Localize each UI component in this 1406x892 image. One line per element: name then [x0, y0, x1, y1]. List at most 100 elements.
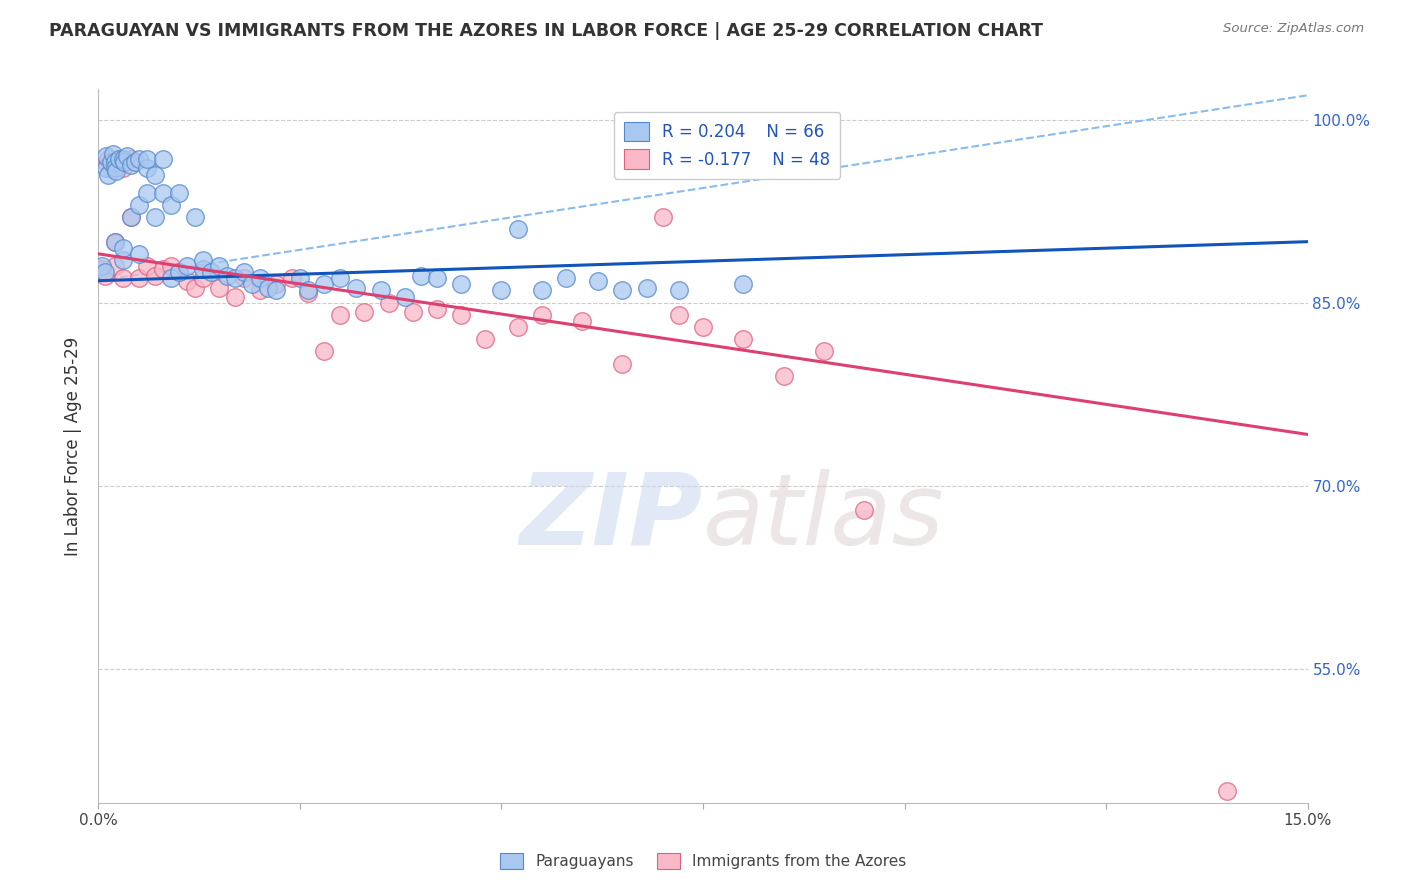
Point: [103, 235, 125, 249]
Point: [249, 271, 271, 285]
Point: [232, 265, 254, 279]
Point: [571, 314, 593, 328]
Point: [733, 277, 755, 292]
Point: [120, 211, 142, 225]
Point: [612, 284, 634, 298]
Point: [128, 247, 150, 261]
Point: [426, 271, 449, 285]
Point: [120, 211, 142, 225]
Point: [120, 152, 142, 166]
Point: [107, 152, 129, 166]
Point: [103, 235, 125, 249]
Point: [94, 268, 117, 283]
Point: [450, 308, 472, 322]
Point: [224, 271, 246, 285]
Point: [474, 332, 496, 346]
Point: [160, 259, 183, 273]
Point: [636, 281, 658, 295]
Text: PARAGUAYAN VS IMMIGRANTS FROM THE AZORES IN LABOR FORCE | AGE 25-29 CORRELATION : PARAGUAYAN VS IMMIGRANTS FROM THE AZORES…: [49, 22, 1043, 40]
Point: [264, 284, 287, 298]
Text: atlas: atlas: [703, 469, 945, 566]
Point: [506, 222, 529, 236]
Point: [105, 164, 128, 178]
Point: [314, 277, 336, 292]
Text: Source: ZipAtlas.com: Source: ZipAtlas.com: [1223, 22, 1364, 36]
Point: [111, 271, 134, 285]
Point: [96, 161, 118, 176]
Point: [208, 281, 231, 295]
Point: [377, 295, 399, 310]
Point: [94, 265, 117, 279]
Point: [107, 152, 129, 166]
Point: [200, 265, 222, 279]
Point: [101, 146, 124, 161]
Point: [96, 155, 118, 169]
Point: [124, 155, 146, 169]
Point: [97, 168, 120, 182]
Point: [91, 261, 114, 276]
Point: [103, 161, 125, 176]
Point: [256, 281, 278, 295]
Point: [450, 277, 472, 292]
Point: [184, 281, 207, 295]
Point: [135, 161, 157, 176]
Point: [115, 149, 138, 163]
Point: [651, 211, 673, 225]
Point: [217, 268, 239, 283]
Point: [530, 284, 553, 298]
Point: [506, 320, 529, 334]
Point: [143, 168, 166, 182]
Point: [160, 271, 183, 285]
Point: [193, 261, 215, 276]
Point: [394, 289, 416, 303]
Point: [409, 268, 432, 283]
Point: [612, 357, 634, 371]
Point: [555, 271, 578, 285]
Point: [167, 265, 190, 279]
Point: [111, 152, 134, 166]
Point: [772, 368, 794, 383]
Point: [176, 259, 198, 273]
Legend: R = 0.204    N = 66, R = -0.177    N = 48: R = 0.204 N = 66, R = -0.177 N = 48: [614, 112, 841, 178]
Point: [668, 284, 690, 298]
Point: [91, 259, 114, 273]
Point: [249, 284, 271, 298]
Point: [143, 211, 166, 225]
Point: [530, 308, 553, 322]
Point: [329, 271, 352, 285]
Point: [143, 268, 166, 283]
Point: [224, 289, 246, 303]
Point: [152, 261, 174, 276]
Point: [103, 259, 125, 273]
Point: [344, 281, 367, 295]
Point: [281, 271, 304, 285]
Point: [733, 332, 755, 346]
Point: [176, 274, 198, 288]
Point: [193, 252, 215, 267]
Point: [402, 305, 425, 319]
Point: [297, 284, 319, 298]
Point: [264, 277, 287, 292]
Point: [111, 252, 134, 267]
Legend: Paraguayans, Immigrants from the Azores: Paraguayans, Immigrants from the Azores: [494, 847, 912, 875]
Point: [314, 344, 336, 359]
Point: [100, 161, 122, 176]
Y-axis label: In Labor Force | Age 25-29: In Labor Force | Age 25-29: [65, 336, 83, 556]
Point: [111, 161, 134, 176]
Point: [135, 186, 157, 200]
Point: [240, 277, 263, 292]
Point: [128, 198, 150, 212]
Point: [232, 271, 254, 285]
Point: [96, 149, 118, 163]
Point: [329, 308, 352, 322]
Point: [167, 265, 190, 279]
Point: [208, 259, 231, 273]
Point: [120, 158, 142, 172]
Point: [586, 274, 609, 288]
Point: [193, 271, 215, 285]
Point: [135, 259, 157, 273]
Point: [111, 241, 134, 255]
Point: [128, 152, 150, 166]
Point: [692, 320, 714, 334]
Point: [370, 284, 392, 298]
